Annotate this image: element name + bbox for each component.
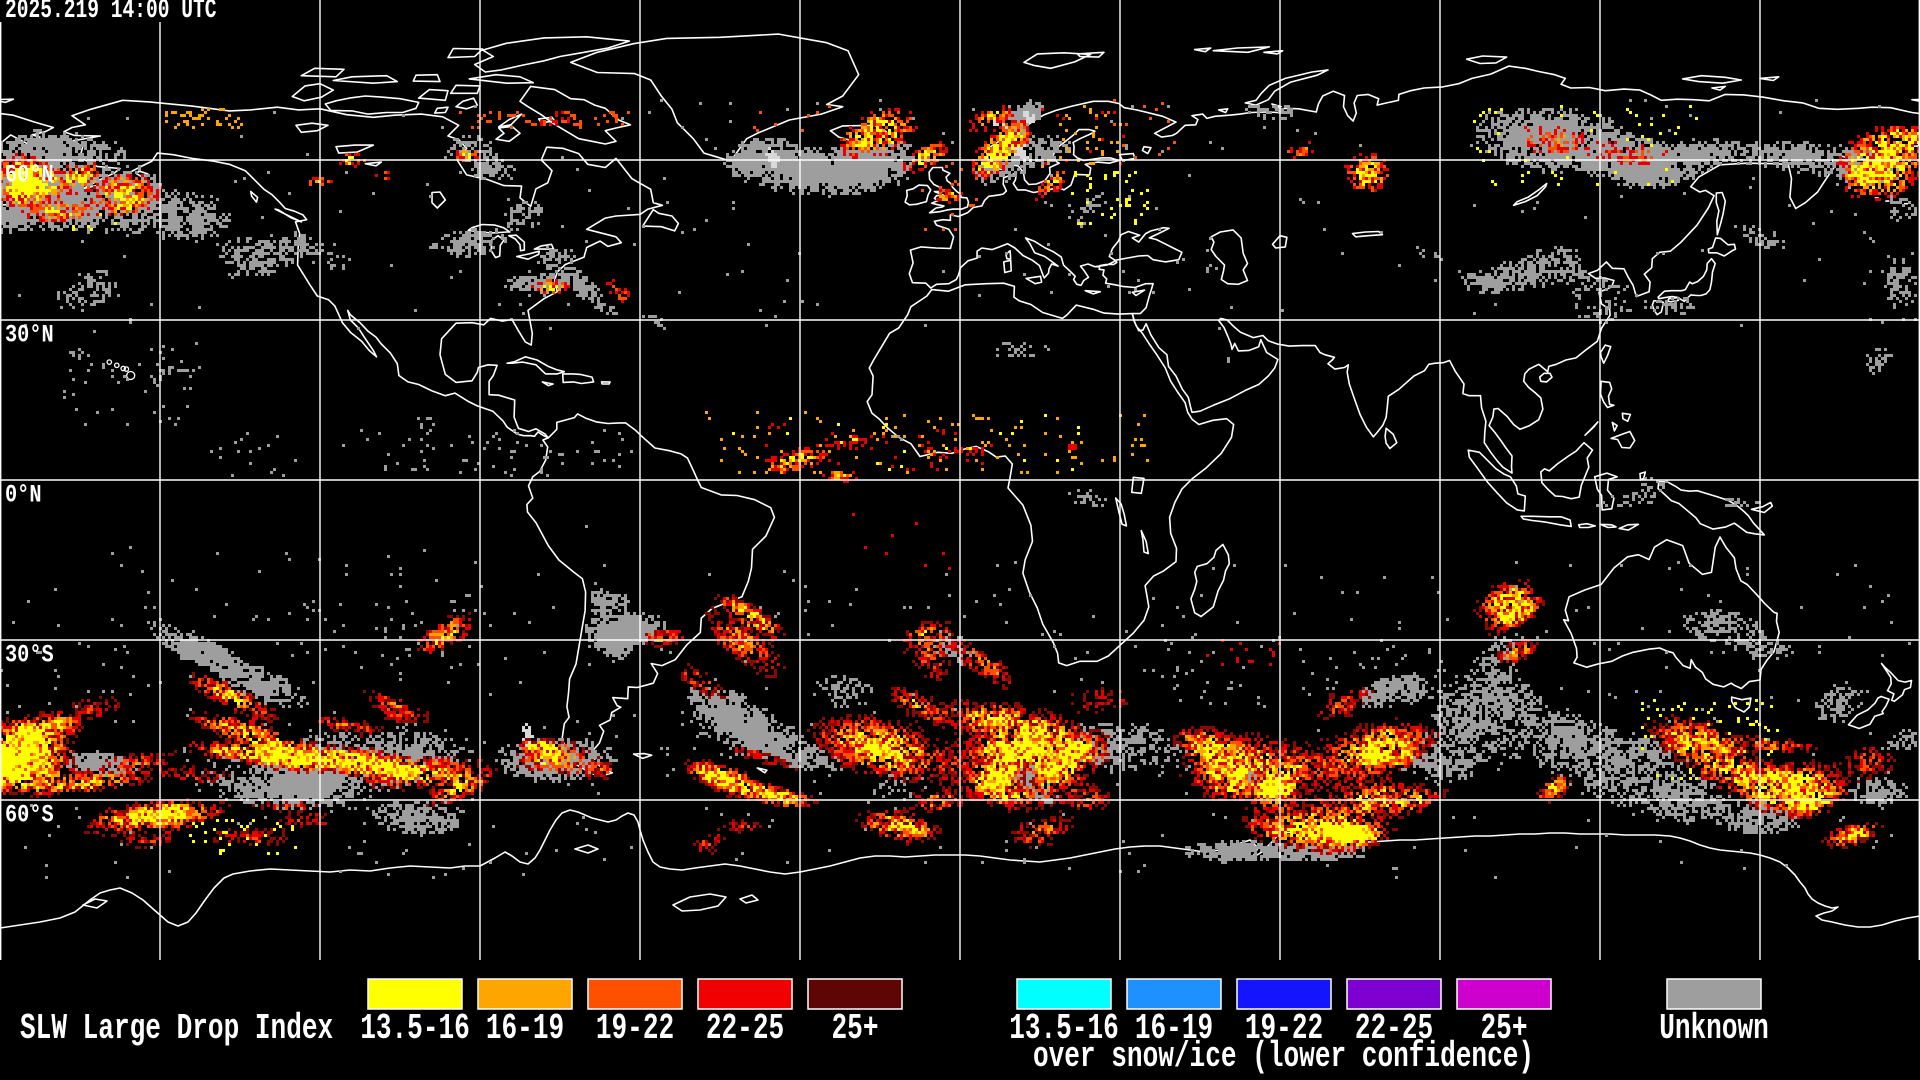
svg-text:30°N: 30°N xyxy=(5,321,54,350)
svg-text:over snow/ice (lower confidenc: over snow/ice (lower confidence) xyxy=(1033,1037,1534,1077)
svg-text:16-19: 16-19 xyxy=(486,1009,564,1049)
svg-text:22-25: 22-25 xyxy=(706,1009,784,1049)
svg-text:60°S: 60°S xyxy=(5,801,54,830)
svg-text:19-22: 19-22 xyxy=(596,1009,674,1049)
svg-text:25+: 25+ xyxy=(1481,1009,1528,1049)
svg-text:25+: 25+ xyxy=(832,1009,879,1049)
svg-text:0°N: 0°N xyxy=(5,481,42,510)
svg-text:Unknown: Unknown xyxy=(1659,1009,1769,1049)
svg-text:16-19: 16-19 xyxy=(1135,1009,1213,1049)
svg-text:60°N: 60°N xyxy=(5,161,54,190)
svg-text:13.5-16: 13.5-16 xyxy=(1009,1009,1119,1049)
svg-text:19-22: 19-22 xyxy=(1245,1009,1323,1049)
svg-text:SLW Large Drop Index: SLW Large Drop Index xyxy=(20,1009,333,1049)
svg-text:13.5-16: 13.5-16 xyxy=(360,1009,470,1049)
svg-text:30°S: 30°S xyxy=(5,641,54,670)
svg-text:2025.219 14:00 UTC: 2025.219 14:00 UTC xyxy=(5,0,217,26)
svg-text:22-25: 22-25 xyxy=(1355,1009,1433,1049)
